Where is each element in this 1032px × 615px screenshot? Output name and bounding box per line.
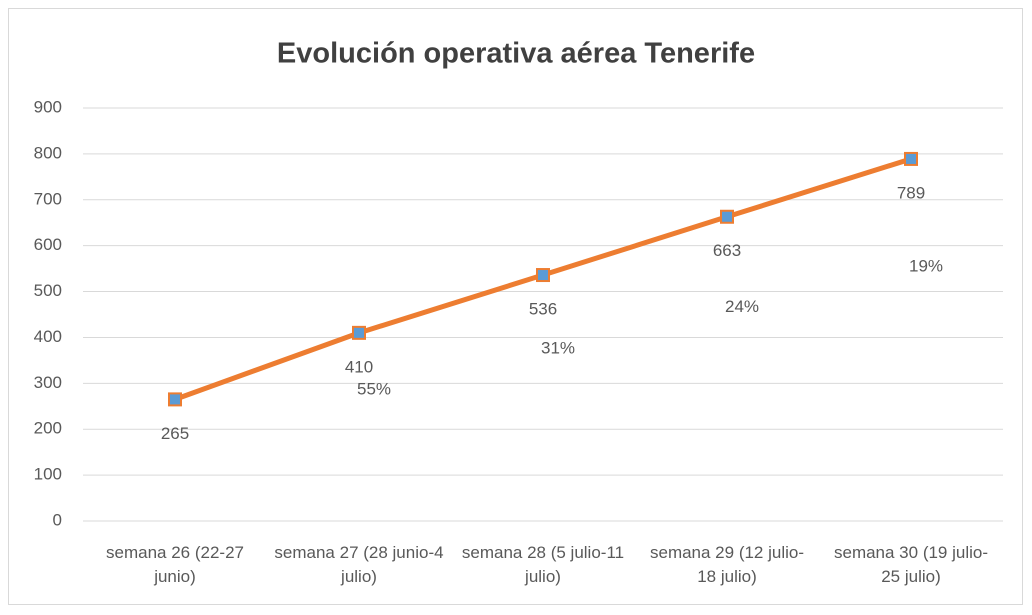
chart-frame	[8, 8, 1023, 605]
data-label: 789	[897, 183, 925, 202]
data-label: 410	[345, 357, 373, 376]
growth-label: 31%	[541, 339, 575, 358]
y-tick-label: 100	[34, 465, 62, 484]
data-label: 663	[713, 241, 741, 260]
growth-label: 24%	[725, 297, 759, 316]
marker	[904, 151, 918, 166]
marker	[352, 325, 366, 340]
growth-label: 19%	[909, 256, 943, 275]
data-label: 265	[161, 424, 189, 443]
y-tick-label: 400	[34, 327, 62, 346]
data-label: 536	[529, 300, 557, 319]
growth-label: 55%	[357, 379, 391, 398]
y-tick-label: 200	[34, 419, 62, 438]
y-tick-label: 800	[34, 143, 62, 162]
y-tick-label: 700	[34, 189, 62, 208]
x-tick-label: semana 27 (28 junio-4 julio)	[274, 543, 444, 586]
y-tick-label: 600	[34, 235, 62, 254]
y-tick-label: 900	[34, 97, 62, 116]
marker	[168, 392, 182, 407]
x-tick-label: semana 29 (12 julio-18 julio)	[649, 543, 805, 586]
x-tick-label: semana 26 (22-27 junio)	[106, 543, 244, 586]
y-tick-label: 300	[34, 373, 62, 392]
y-tick-label: 500	[34, 281, 62, 300]
x-tick-label: semana 30 (19 julio-25 julio)	[833, 543, 989, 586]
marker	[536, 268, 550, 283]
y-tick-label: 0	[53, 510, 62, 529]
x-tick-label: semana 28 (5 julio-11 julio)	[461, 543, 625, 586]
marker	[720, 209, 734, 224]
chart-title: Evolución operativa aérea Tenerife	[277, 38, 755, 70]
